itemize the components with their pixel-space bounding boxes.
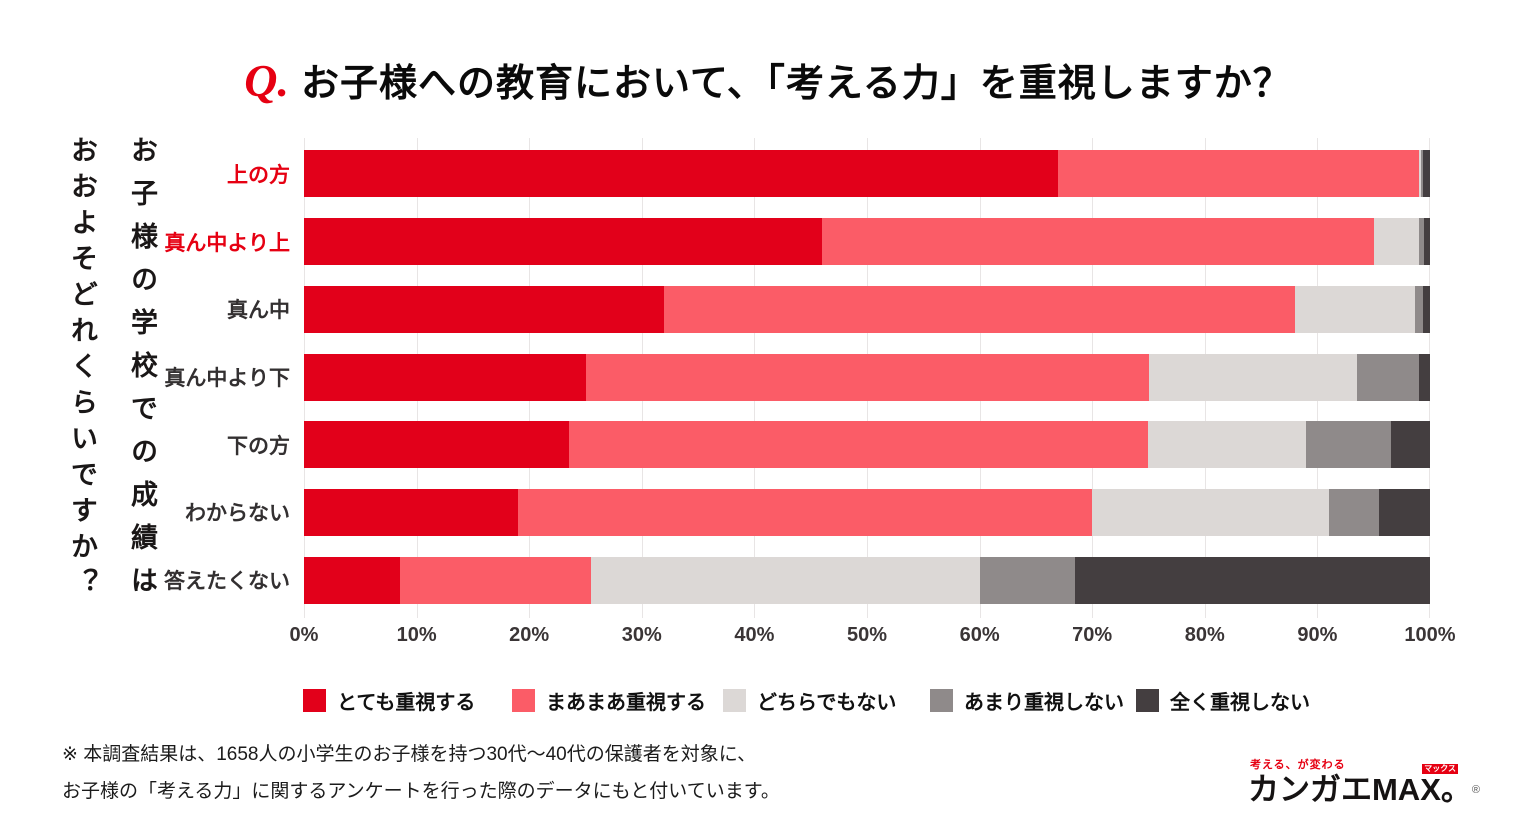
x-tick-label: 10% (396, 624, 437, 646)
bar-segment (304, 218, 822, 266)
bar-row (304, 218, 1430, 266)
footnote-line1: ※ 本調査結果は、1658人の小学生のお子様を持つ30代〜40代の保護者を対象に… (62, 744, 757, 765)
category-label: 真ん中より上 (164, 231, 290, 255)
bar-segment (568, 421, 1149, 469)
bar-row (304, 150, 1430, 198)
legend-label: 全く重視しない (1170, 692, 1310, 714)
bar-segment (399, 556, 592, 604)
x-tick-label: 90% (1297, 624, 1338, 646)
bar-segment (1328, 488, 1380, 536)
brand-name-prefix: カンガエMA (1247, 772, 1421, 807)
bar-segment (304, 150, 1059, 198)
title-q-mark: Q. (244, 55, 289, 106)
x-tick-label: 100% (1404, 624, 1456, 646)
bar-segment (821, 218, 1374, 266)
bar-segment (1424, 218, 1430, 266)
page-title: Q. お子様への教育において、「考える力」を重視しますか？ (0, 52, 1536, 107)
x-tick-label: 70% (1072, 624, 1113, 646)
bar-segment (1418, 218, 1425, 266)
bar-segment (517, 488, 1093, 536)
legend-label: あまり重視しない (964, 692, 1124, 714)
bar-segment (1058, 150, 1419, 198)
category-label: 真ん中 (227, 299, 290, 323)
legend-swatch (723, 689, 746, 712)
bar-row (304, 488, 1430, 536)
category-labels: 上の方真ん中より上真ん中真ん中より下下の方わからない答えたくない (0, 140, 290, 614)
bar-segment (1418, 353, 1430, 401)
legend-swatch (303, 689, 326, 712)
bar-row (304, 285, 1430, 333)
bar-segment (1379, 488, 1430, 536)
bar-segment (304, 488, 518, 536)
bar-segment (304, 556, 400, 604)
legend-item: とても重視する (303, 686, 475, 715)
bar-segment (979, 556, 1076, 604)
legend-item: まあまあ重視する (512, 686, 706, 715)
x-tick-label: 50% (846, 624, 888, 646)
category-label: 下の方 (227, 434, 290, 458)
bar-rows (304, 140, 1430, 614)
footnote: ※ 本調査結果は、1658人の小学生のお子様を持つ30代〜40代の保護者を対象に… (62, 736, 780, 810)
bar-segment (1148, 421, 1307, 469)
category-label: 上の方 (227, 163, 290, 187)
bar-segment (304, 421, 569, 469)
bar-row (304, 556, 1430, 604)
bar-segment (664, 285, 1295, 333)
x-tick-label: 40% (734, 624, 775, 646)
brand-x-furigana: マックス (1422, 764, 1458, 774)
x-tick-label: 60% (959, 624, 1000, 646)
bar-segment (1294, 285, 1416, 333)
category-label: 答えたくない (164, 570, 290, 594)
footnote-line2: お子様の「考える力」に関するアンケートを行った際のデータにもと付いています。 (62, 781, 780, 802)
brand-x-letter: X (1420, 772, 1441, 807)
bar-segment (1423, 150, 1430, 198)
bar-segment (1390, 421, 1430, 469)
bar-segment (591, 556, 980, 604)
legend-label: どちらでもない (757, 692, 897, 714)
y-axis-question: お子様の学校での成績は おおよそどれくらいですか？ (52, 136, 172, 636)
category-label: わからない (185, 502, 290, 526)
bar-segment (1092, 488, 1329, 536)
y-axis-question-line2: おおよそどれくらいですか？ (67, 136, 97, 604)
bar-segment (1306, 421, 1391, 469)
bar-segment (585, 353, 1149, 401)
bar-segment (1415, 285, 1424, 333)
legend-label: とても重視する (337, 692, 476, 714)
title-text: お子様への教育において、「考える力」を重視しますか？ (300, 63, 1292, 105)
x-tick-label: 30% (621, 624, 662, 646)
brand-name: カンガエMA マックス X。® (1247, 764, 1480, 807)
category-label: 真ん中より下 (164, 367, 290, 390)
x-axis-tick-labels: 0% 10% 20% 30% 40% 50% 60% 70% 80% 90% 100% (290, 624, 1456, 654)
x-tick-label: 0% (289, 624, 319, 646)
legend-label: まあまあ重視する (546, 692, 706, 714)
bar-segment (304, 285, 665, 333)
legend-item: 全く重視しない (1136, 686, 1310, 715)
bar-row (304, 421, 1430, 469)
x-tick-label: 20% (509, 624, 550, 646)
bar-segment (1075, 556, 1430, 604)
plot-area (304, 138, 1430, 618)
x-tick-label: 80% (1184, 624, 1225, 646)
legend-swatch (1136, 689, 1159, 712)
brand-tagline: 考える、が変わる (1249, 759, 1346, 771)
bar-segment (1148, 353, 1357, 401)
registered-mark-icon: ® (1471, 784, 1480, 796)
legend-swatch (512, 689, 535, 712)
bar-segment (1373, 218, 1419, 266)
legend-item: どちらでもない (723, 686, 896, 715)
brand-logo: 考える、が変わる カンガエMA マックス X。® (1248, 756, 1480, 807)
y-axis-question-line1: お子様の学校での成績は (127, 136, 157, 609)
brand-name-suffix: 。 (1440, 772, 1472, 807)
legend-swatch (930, 689, 953, 712)
bar-segment (1418, 150, 1421, 198)
bar-segment (1356, 353, 1419, 401)
bar-segment (304, 353, 586, 401)
bar-segment (1423, 285, 1430, 333)
legend-item: あまり重視しない (930, 686, 1124, 715)
legend: とても重視する まあまあ重視する どちらでもない あまり重視しない 全く重視しない (0, 686, 1536, 714)
brand-x-mark: マックス X (1420, 764, 1458, 807)
bar-segment (1420, 150, 1424, 198)
bar-row (304, 353, 1430, 401)
